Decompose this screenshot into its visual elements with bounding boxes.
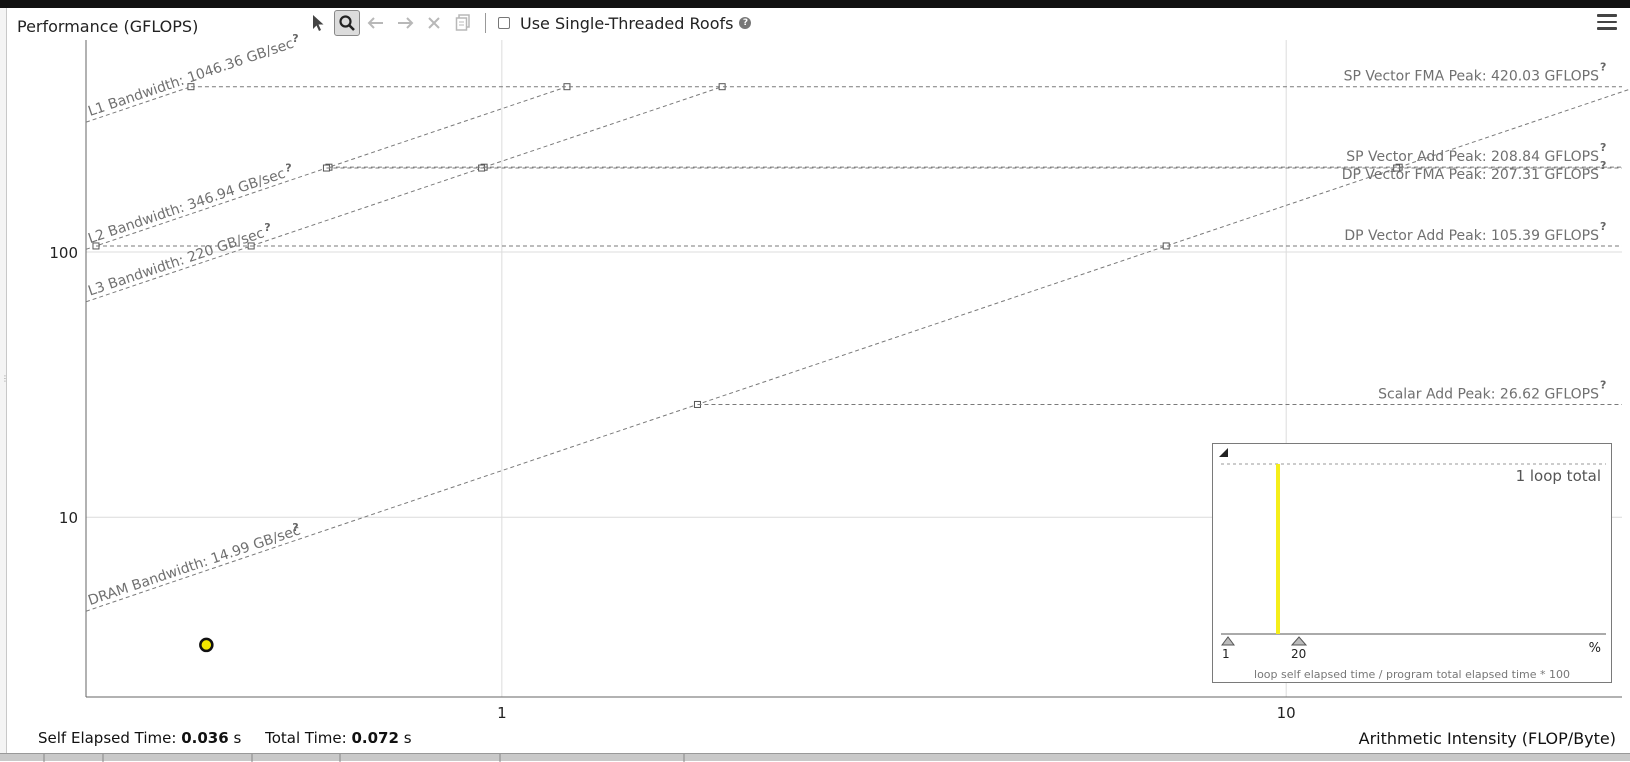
single-threaded-roofs-label: Use Single-Threaded Roofs [520, 13, 734, 33]
bandwidth-roof-label: DRAM Bandwidth: 14.99 GB/sec [86, 522, 302, 609]
compute-roof-label: SP Vector FMA Peak: 420.03 GFLOPS [1344, 69, 1600, 85]
bandwidth-roof-line[interactable] [85, 86, 192, 123]
loop-data-point[interactable] [199, 637, 214, 653]
splitter-handle-icon[interactable]: ⋮ [1, 374, 9, 383]
bandwidth-roof-help-marker: ? [292, 32, 298, 45]
compute-roof-help-marker: ? [1600, 220, 1606, 233]
compute-roof-label: DP Vector FMA Peak: 207.31 GFLOPS [1342, 167, 1599, 183]
slider-min-handle-icon[interactable] [1221, 636, 1235, 646]
self-elapsed-label: Self Elapsed Time: [38, 729, 177, 747]
x-tick-label: 10 [1277, 704, 1296, 722]
single-threaded-roofs-toggle[interactable]: Use Single-Threaded Roofs ? [498, 13, 752, 33]
histogram-bar [1276, 464, 1280, 634]
clear-icon[interactable] [421, 10, 447, 36]
total-time-value: 0.072 [351, 729, 399, 747]
select-pointer-icon[interactable] [305, 10, 331, 36]
compute-roof-help-marker: ? [1600, 141, 1606, 154]
slider-min-label: 1 [1222, 647, 1230, 661]
x-axis-title: Arithmetic Intensity (FLOP/Byte) [1358, 729, 1616, 748]
total-time-unit: s [403, 729, 412, 747]
left-splitter[interactable]: ⋮ [0, 8, 9, 753]
compute-roof-help-marker: ? [1600, 378, 1606, 391]
copy-icon[interactable] [450, 10, 476, 36]
loop-total-label: 1 loop total [1515, 467, 1601, 485]
percent-unit-label: % [1588, 641, 1601, 656]
y-tick-label: 100 [49, 244, 78, 262]
bottom-tab-strip [0, 753, 1630, 762]
undo-icon[interactable] [363, 10, 389, 36]
bandwidth-roof-help-marker: ? [264, 221, 270, 234]
compute-roof-label: DP Vector Add Peak: 105.39 GFLOPS [1344, 228, 1599, 244]
compute-roof-label: SP Vector Add Peak: 208.84 GFLOPS [1346, 149, 1599, 165]
slider-max-handle-icon[interactable] [1290, 636, 1308, 646]
window-top-bar [0, 0, 1630, 8]
self-elapsed-unit: s [233, 729, 242, 747]
single-threaded-roofs-checkbox[interactable] [498, 17, 510, 29]
compute-roof-help-marker: ? [1600, 61, 1606, 74]
x-tick-label: 1 [497, 704, 507, 722]
loop-filter-histogram[interactable]: 1 loop total 1 20 % loop self elapsed ti… [1212, 443, 1612, 683]
histogram-caption: loop self elapsed time / program total e… [1254, 668, 1570, 681]
chart-title: Performance (GFLOPS) [17, 17, 199, 36]
y-tick-label: 10 [59, 509, 78, 527]
zoom-search-icon[interactable] [334, 10, 360, 36]
redo-icon[interactable] [392, 10, 418, 36]
timing-summary: Self Elapsed Time: 0.036 s Total Time: 0… [38, 729, 412, 747]
compute-roof-help-marker: ? [1600, 159, 1606, 172]
toolbar-separator [485, 13, 486, 33]
chart-toolbar: Use Single-Threaded Roofs ? [305, 10, 752, 36]
self-elapsed-value: 0.036 [181, 729, 229, 747]
total-time-label: Total Time: [265, 729, 347, 747]
slider-max-label: 20 [1291, 647, 1307, 661]
bandwidth-roof-help-marker: ? [285, 161, 291, 174]
bandwidth-roof-line[interactable] [85, 86, 723, 303]
help-icon[interactable]: ? [739, 17, 752, 29]
compute-roof-label: Scalar Add Peak: 26.62 GFLOPS [1378, 386, 1599, 402]
collapse-corner-icon[interactable] [1219, 448, 1228, 457]
hamburger-menu-icon[interactable] [1597, 14, 1617, 30]
bandwidth-roof-help-marker: ? [292, 521, 298, 534]
histogram-plot [1221, 463, 1606, 646]
bandwidth-roof-label: L1 Bandwidth: 1046.36 GB/sec [86, 36, 296, 120]
